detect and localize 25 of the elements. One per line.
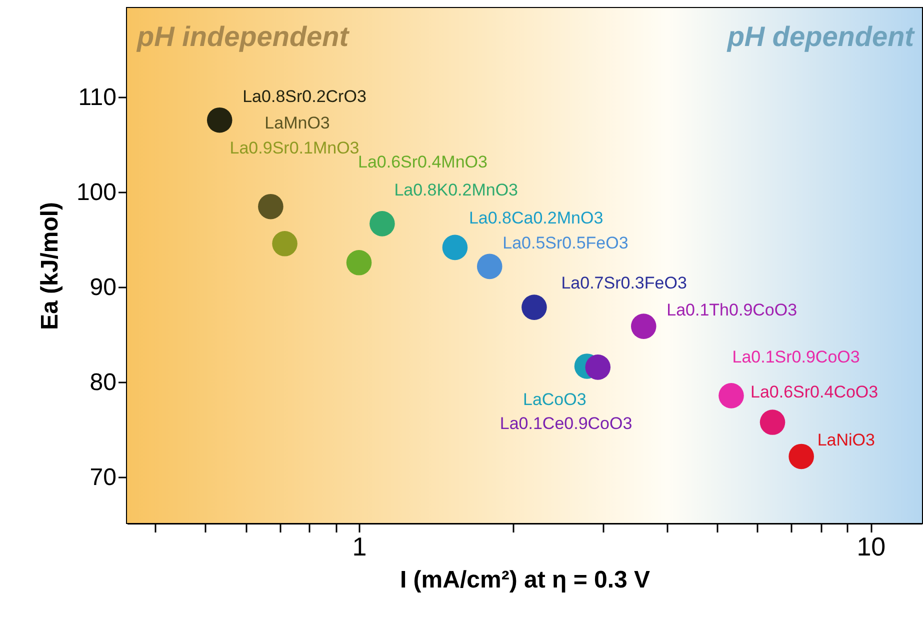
series-label: La0.1Th0.9CoO3 <box>666 300 798 320</box>
text: La0.6Sr0.4MnO3 <box>358 152 488 172</box>
x-axis-title: I (mA/cm²) at η = 0.3 V <box>400 566 650 594</box>
series-label: La0.8Sr0.2CrO3 <box>242 87 366 106</box>
x-tick-label: 1 <box>352 532 367 562</box>
y-tick-label: 100 <box>76 178 116 206</box>
y-tick-label: 110 <box>78 84 116 111</box>
series-label: La0.6Sr0.4CoO3 <box>750 382 878 402</box>
series-label: La0.8Ca0.2MnO3 <box>468 208 604 228</box>
annotation: pH independent <box>136 21 350 52</box>
series-label: La0.7Sr0.3FeO3 <box>561 273 687 292</box>
series-label: La0.8K0.2MnO3 <box>394 180 518 200</box>
text: La0.1Ce0.9CoO3 <box>500 414 632 434</box>
series-label: La0.1Sr0.9CoO3 <box>732 348 860 367</box>
series-label: La0.5Sr0.5FeO3 <box>502 233 628 252</box>
y-tick-label: 70 <box>90 464 116 491</box>
x-tick-label: 10 <box>856 532 886 562</box>
y-tick-label: 90 <box>90 274 116 301</box>
y-tick-label: 80 <box>90 368 116 396</box>
series-label: LaCoO3 <box>522 390 586 410</box>
series-label: LaNiO3 <box>817 430 875 450</box>
text: LaMnO3 <box>264 114 330 133</box>
y-axis-title: Ea (kJ/mol) <box>36 202 64 330</box>
annotation: pH dependent <box>726 21 916 52</box>
text: La0.9Sr0.1MnO3 <box>230 138 360 158</box>
